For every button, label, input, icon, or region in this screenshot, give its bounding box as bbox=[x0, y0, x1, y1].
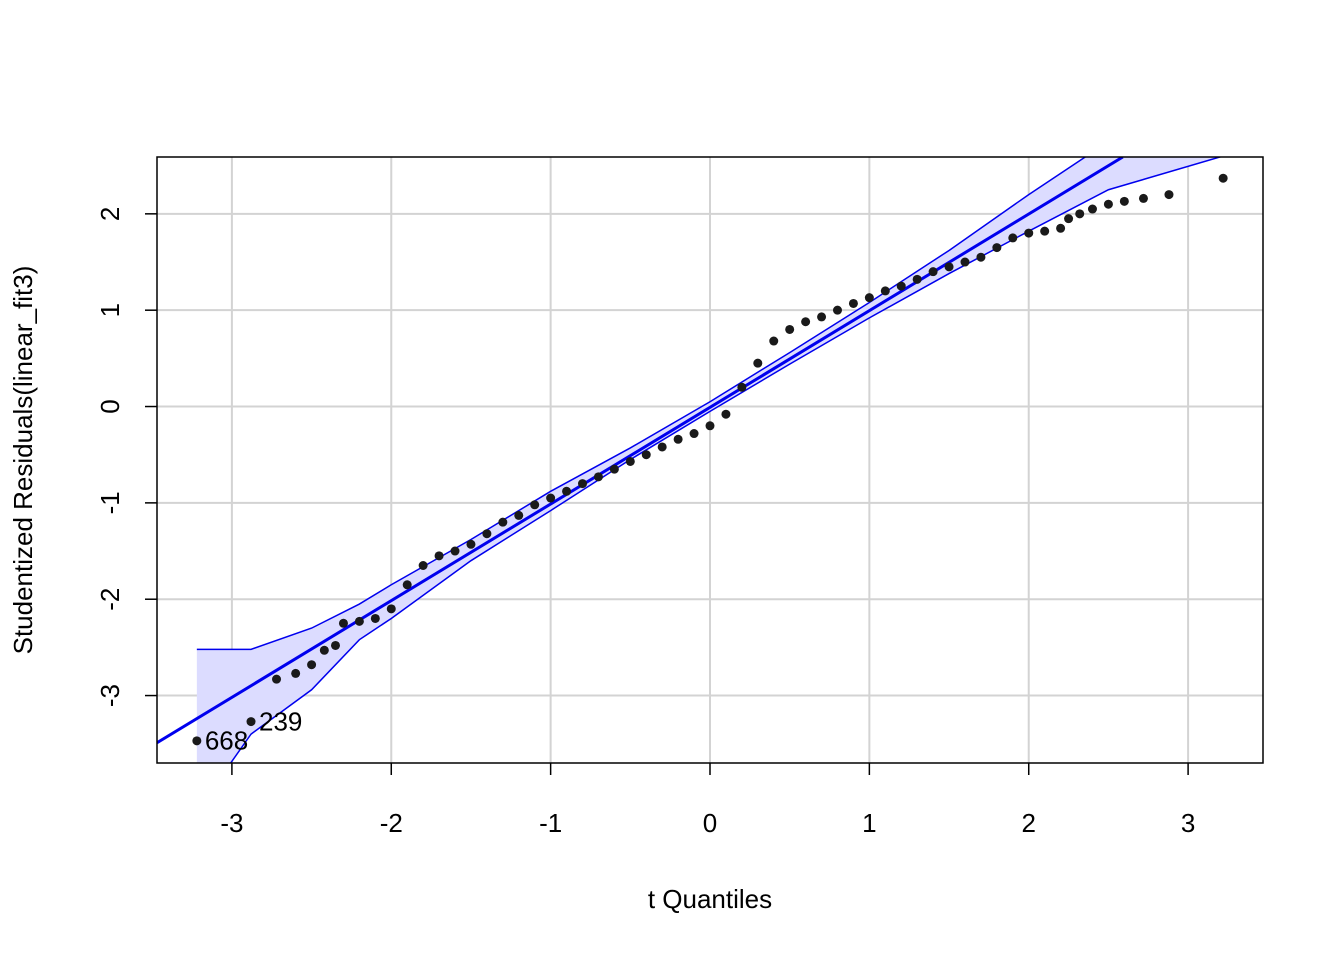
x-tick-label: -3 bbox=[220, 808, 243, 838]
point bbox=[912, 274, 922, 284]
plot-area bbox=[157, 157, 1223, 763]
point bbox=[578, 479, 588, 489]
point bbox=[801, 317, 811, 327]
point bbox=[307, 660, 317, 670]
point bbox=[1119, 196, 1129, 206]
point bbox=[737, 382, 747, 392]
point bbox=[370, 613, 380, 623]
point bbox=[450, 546, 460, 556]
point bbox=[418, 560, 428, 570]
point bbox=[832, 305, 842, 315]
point bbox=[928, 267, 938, 277]
point bbox=[1103, 199, 1113, 209]
x-tick-label: -1 bbox=[539, 808, 562, 838]
point bbox=[721, 409, 731, 419]
point bbox=[434, 551, 444, 561]
x-tick-label: 3 bbox=[1181, 808, 1195, 838]
point bbox=[562, 486, 572, 496]
point bbox=[625, 456, 635, 466]
y-tick-label: 0 bbox=[95, 399, 125, 413]
point bbox=[1024, 228, 1034, 238]
point bbox=[192, 736, 202, 746]
point bbox=[1164, 190, 1174, 200]
point bbox=[944, 262, 954, 272]
x-tick-label: 2 bbox=[1021, 808, 1035, 838]
point bbox=[1056, 223, 1066, 233]
envelope-upper bbox=[196, 157, 1087, 651]
point bbox=[848, 298, 858, 308]
point bbox=[1075, 209, 1085, 219]
y-tick-label: 2 bbox=[95, 207, 125, 221]
point bbox=[354, 616, 364, 626]
point bbox=[386, 604, 396, 614]
point-label: 668 bbox=[205, 726, 248, 756]
point bbox=[291, 668, 301, 678]
point bbox=[785, 324, 795, 334]
x-axis-label: t Quantiles bbox=[648, 884, 772, 914]
point bbox=[641, 450, 651, 460]
point bbox=[530, 500, 540, 510]
point bbox=[864, 293, 874, 303]
point bbox=[319, 645, 329, 655]
point bbox=[673, 434, 683, 444]
point bbox=[705, 421, 715, 431]
point bbox=[593, 472, 603, 482]
plot-frame bbox=[156, 156, 1264, 764]
point bbox=[272, 674, 282, 684]
point bbox=[498, 517, 508, 527]
point bbox=[817, 312, 827, 322]
point bbox=[609, 464, 619, 474]
point bbox=[1087, 204, 1097, 214]
point bbox=[992, 243, 1002, 253]
point bbox=[338, 618, 348, 628]
point bbox=[246, 717, 256, 727]
point bbox=[769, 336, 779, 346]
reference-line bbox=[157, 157, 1124, 745]
point bbox=[330, 640, 340, 650]
point bbox=[482, 529, 492, 539]
point bbox=[689, 429, 699, 439]
y-tick-label: -3 bbox=[95, 684, 125, 707]
point bbox=[1138, 193, 1148, 203]
x-tick-label: 1 bbox=[862, 808, 876, 838]
y-tick-label: -2 bbox=[95, 588, 125, 611]
point bbox=[466, 539, 476, 549]
x-tick-label: 0 bbox=[703, 808, 717, 838]
point-label: 239 bbox=[259, 706, 302, 736]
point bbox=[976, 252, 986, 262]
point bbox=[960, 257, 970, 267]
y-tick-label: 1 bbox=[95, 303, 125, 317]
point bbox=[1008, 233, 1018, 243]
point bbox=[1218, 173, 1228, 183]
point bbox=[880, 286, 890, 296]
point bbox=[1064, 214, 1074, 224]
point bbox=[1040, 226, 1050, 236]
point bbox=[753, 358, 763, 368]
point bbox=[657, 442, 667, 452]
y-tick-label: -1 bbox=[95, 491, 125, 514]
point bbox=[896, 281, 906, 291]
x-tick-label: -2 bbox=[380, 808, 403, 838]
point bbox=[514, 510, 524, 520]
point bbox=[546, 493, 556, 503]
y-axis-label: Studentized Residuals(linear_fit3) bbox=[8, 266, 38, 655]
point bbox=[402, 580, 412, 590]
